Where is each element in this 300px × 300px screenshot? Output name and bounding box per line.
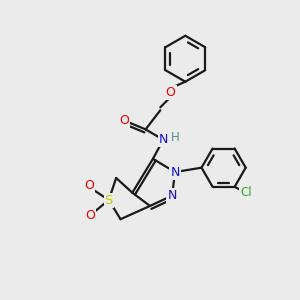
Text: Cl: Cl — [240, 186, 252, 199]
Text: H: H — [171, 131, 180, 144]
Text: O: O — [119, 114, 129, 127]
Text: O: O — [84, 179, 94, 192]
Text: O: O — [166, 86, 176, 99]
Text: N: N — [170, 166, 180, 178]
Text: N: N — [167, 189, 177, 202]
Text: N: N — [159, 133, 168, 146]
Text: S: S — [105, 194, 113, 207]
Text: O: O — [85, 209, 95, 222]
